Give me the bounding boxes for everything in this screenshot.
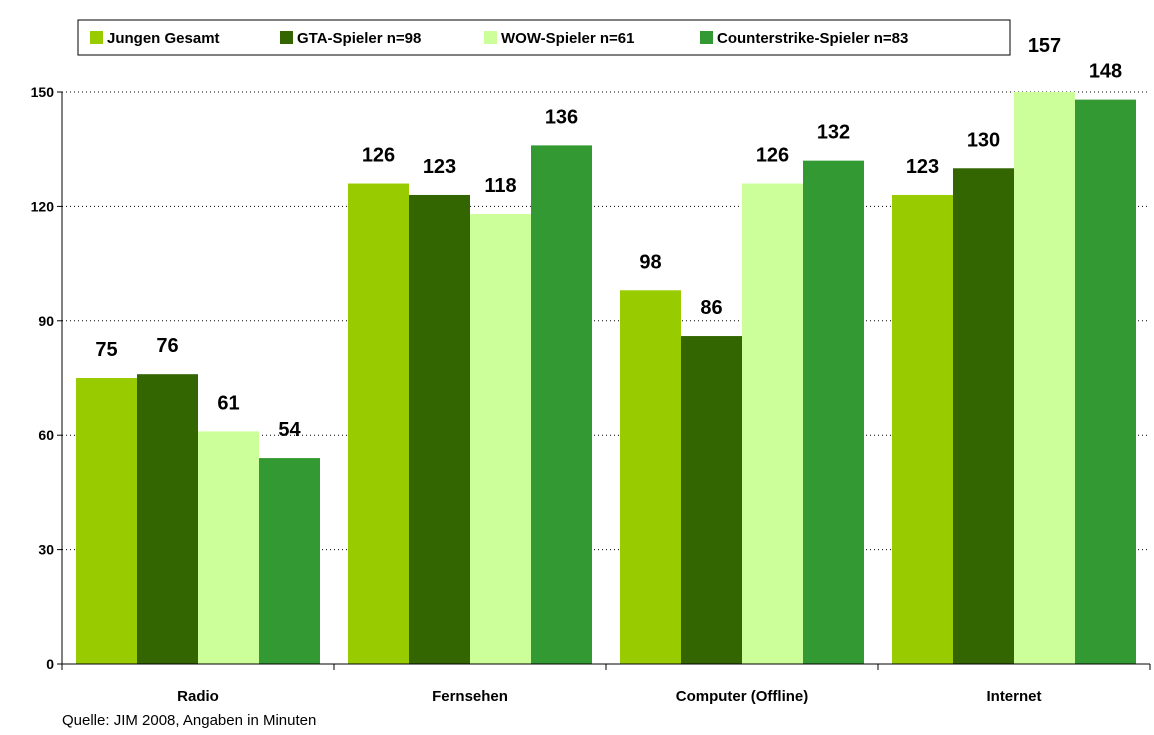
y-tick-label: 60 [38, 427, 54, 443]
bar [198, 431, 259, 664]
data-label: 61 [217, 392, 239, 414]
bar [803, 160, 864, 664]
data-label: 136 [545, 106, 578, 128]
bar [892, 194, 953, 664]
data-label: 123 [423, 156, 456, 178]
data-label: 157 [1028, 35, 1061, 57]
data-label: 86 [700, 297, 722, 319]
x-tick-label: Fernsehen [432, 688, 508, 705]
data-label: 132 [817, 122, 850, 144]
source-note: Quelle: JIM 2008, Angaben in Minuten [62, 712, 316, 729]
bar [76, 378, 137, 664]
x-tick-label: Radio [177, 688, 219, 705]
legend-label: WOW-Spieler n=61 [501, 30, 634, 47]
bar [531, 145, 592, 664]
data-label: 130 [967, 129, 1000, 151]
y-tick-label: 120 [31, 198, 55, 214]
data-label: 76 [156, 335, 178, 357]
data-label: 126 [362, 145, 395, 167]
y-tick-label: 90 [38, 313, 54, 329]
bar [409, 194, 470, 664]
data-label: 118 [484, 175, 516, 197]
y-tick-label: 30 [38, 542, 54, 558]
x-tick-label: Computer (Offline) [676, 688, 809, 705]
bars [76, 92, 1136, 664]
bar [742, 183, 803, 664]
legend-swatch [280, 31, 293, 44]
bar [1014, 92, 1075, 664]
overlay: 0 30 60 90 120 150 Radio 75 76 61 54 Fernsehen 126 12… [31, 30, 1151, 705]
legend-swatch [700, 31, 713, 44]
data-label: 126 [756, 145, 789, 167]
y-tick-label: 150 [31, 84, 55, 100]
legend-box [77, 19, 1011, 56]
data-label: 123 [906, 156, 939, 178]
bar [620, 290, 681, 664]
bar [137, 374, 198, 664]
bar [953, 168, 1014, 664]
bar [470, 214, 531, 664]
data-label: 148 [1089, 61, 1122, 83]
legend-swatch [484, 31, 497, 44]
data-label: 98 [639, 251, 661, 273]
x-tick-label: Internet [986, 688, 1041, 705]
bar [1075, 99, 1136, 664]
legend-label: Jungen Gesamt [107, 30, 220, 47]
bar [259, 458, 320, 664]
legend-label: Counterstrike-Spieler n=83 [717, 30, 908, 47]
y-tick-label: 0 [46, 656, 54, 672]
grid [62, 91, 1150, 551]
legend-label: GTA-Spieler n=98 [297, 30, 421, 47]
bar [348, 183, 409, 664]
bar [681, 336, 742, 664]
data-label: 75 [95, 339, 117, 361]
legend-swatch [90, 31, 103, 44]
data-label: 54 [278, 419, 301, 441]
